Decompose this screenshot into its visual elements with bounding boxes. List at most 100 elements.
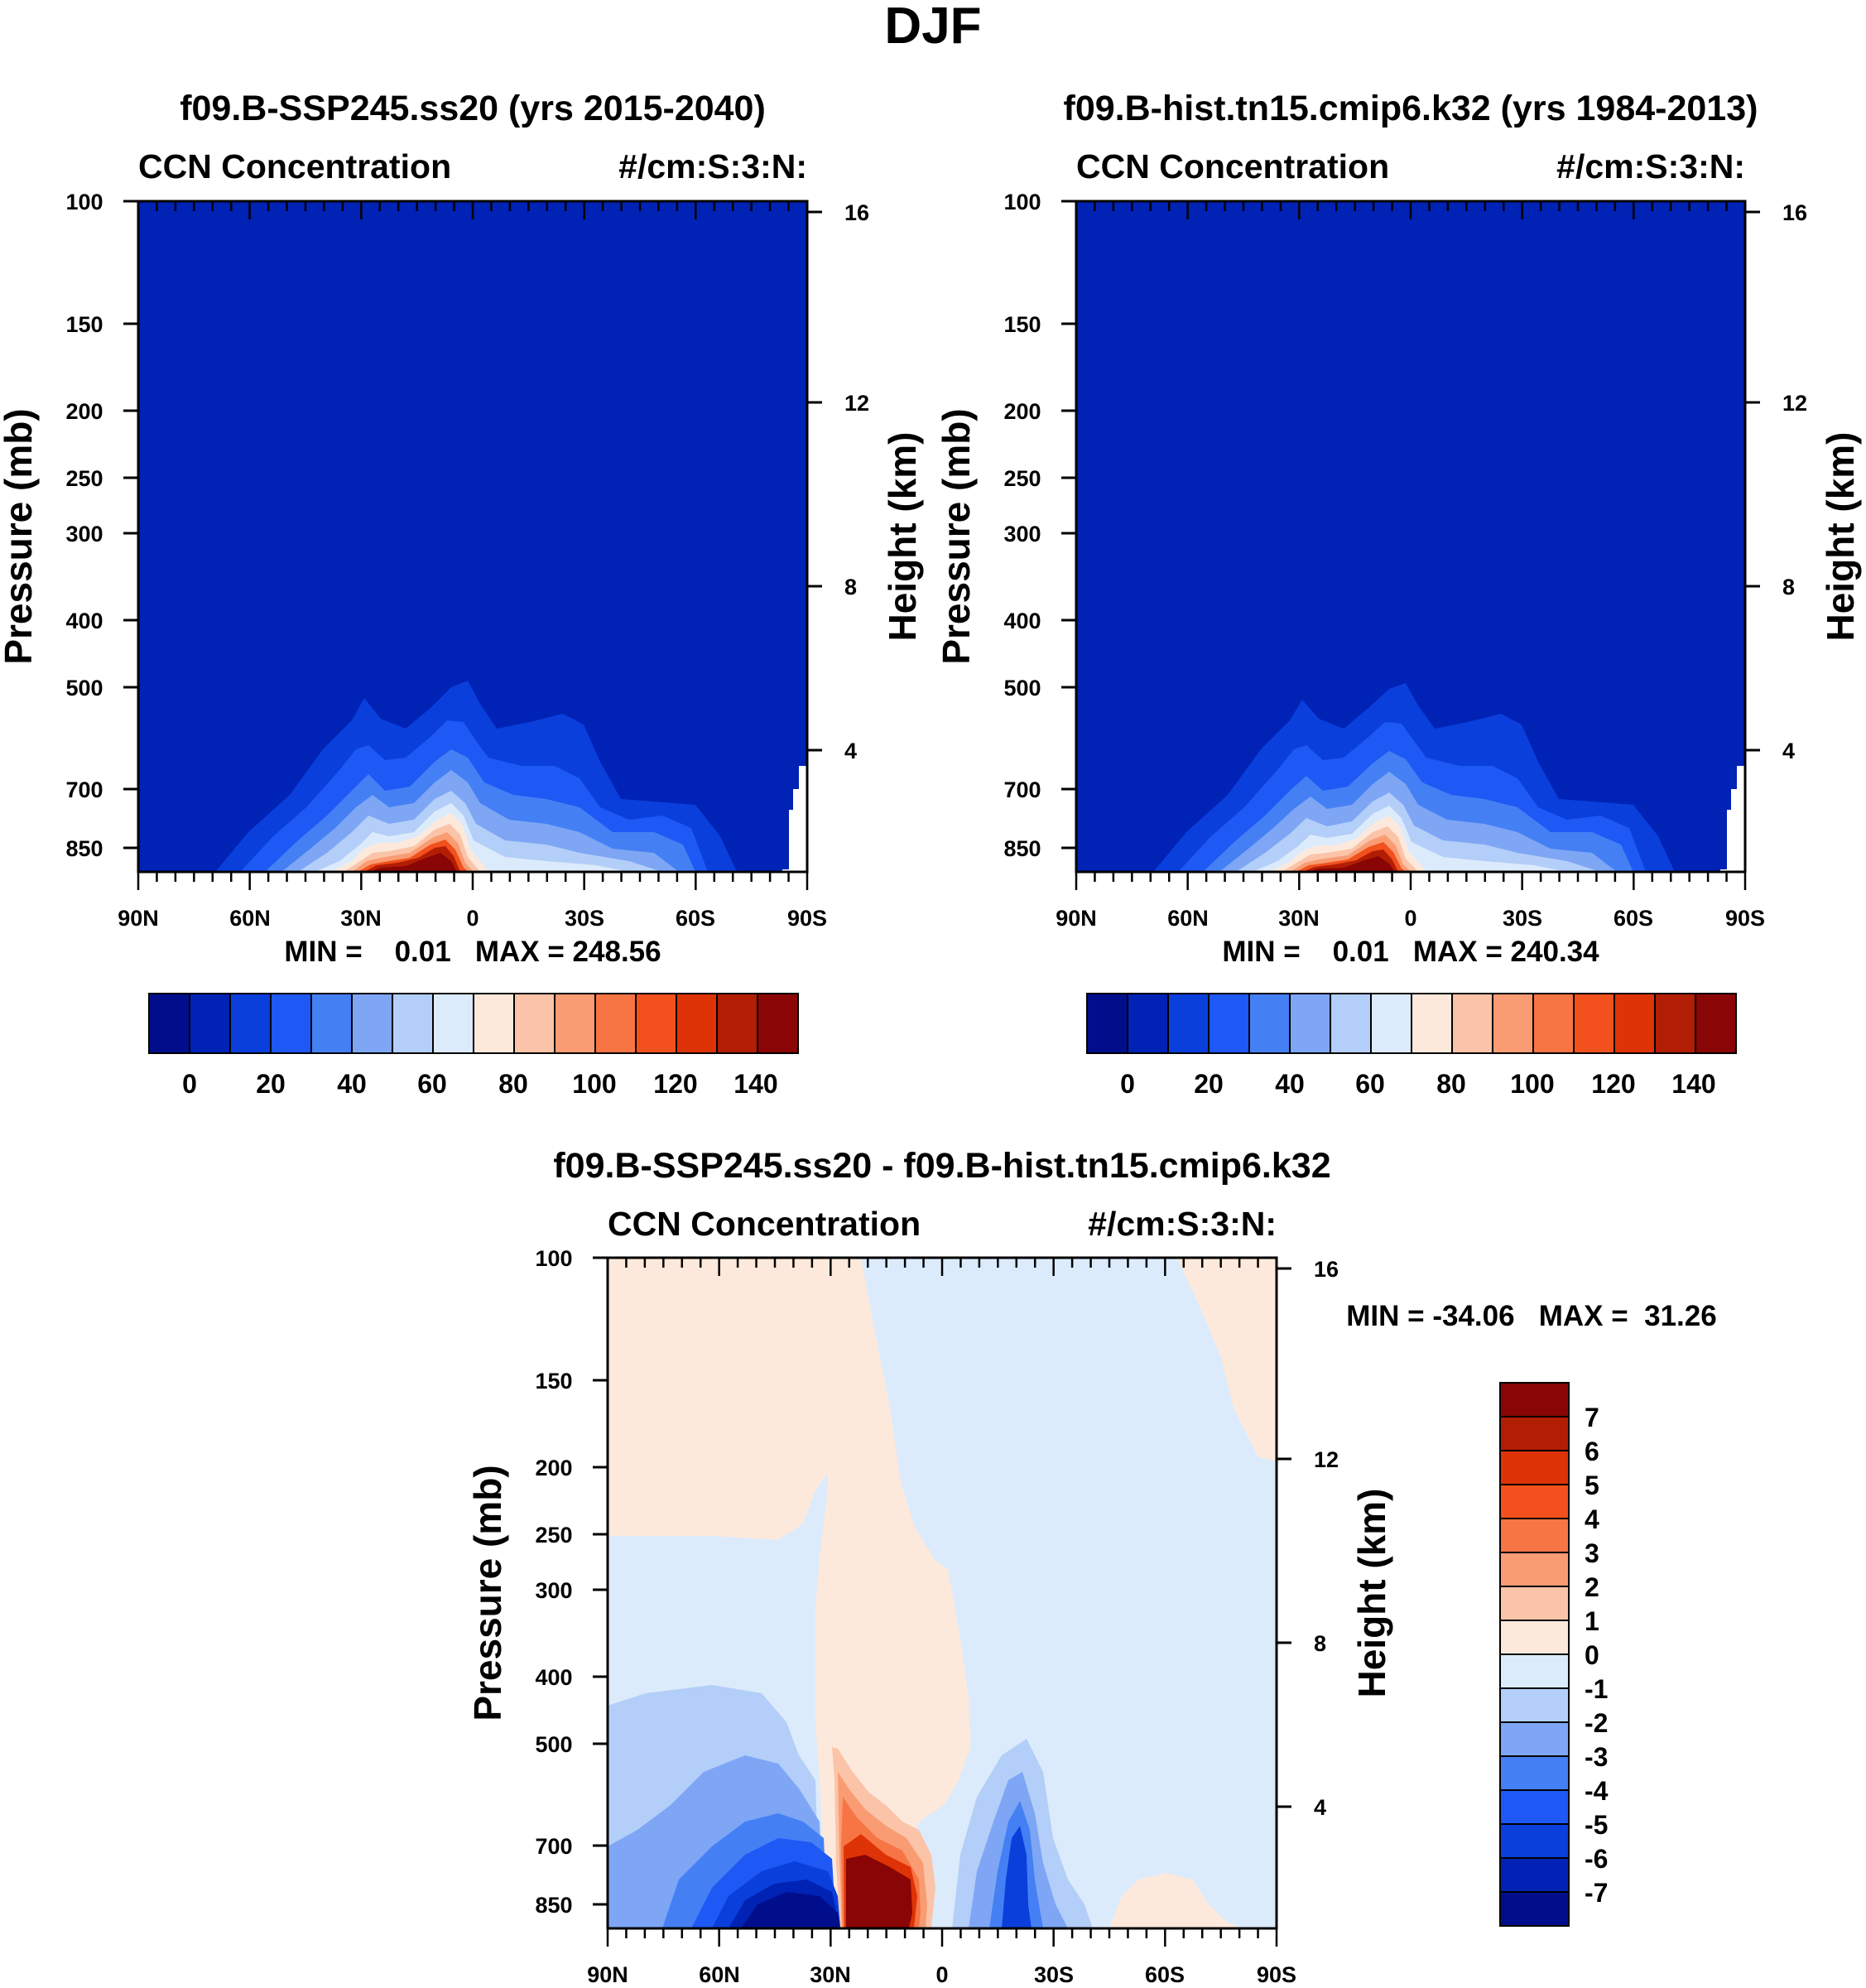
panel-c-xtick-60s: 60S — [1145, 1962, 1185, 1987]
panel-a-left-label: CCN Concentration — [138, 147, 451, 185]
panel-b-ticks — [1061, 200, 1760, 890]
panel-b-xtick-60s: 60S — [1614, 906, 1653, 931]
panel-b-colorbar-swatch-3 — [1208, 993, 1250, 1054]
panel-c-height-tick-4: 4 — [1314, 1795, 1326, 1820]
panel-c-colorbar-swatch-12 — [1499, 1789, 1570, 1825]
panel-c-xtick-30s: 30S — [1034, 1962, 1074, 1987]
panel-c-cb-label-minus1: -1 — [1585, 1674, 1608, 1704]
panel-a-colorbar-swatch-8 — [473, 993, 515, 1054]
panel-a-xtick-90s: 90S — [787, 906, 827, 931]
panel-c-height-tick-16: 16 — [1314, 1257, 1339, 1282]
panel-a-height-tick-16: 16 — [844, 200, 869, 225]
panel-c-cb-label-minus3: -3 — [1585, 1742, 1608, 1772]
panel-c-xtick-60n: 60N — [699, 1962, 740, 1987]
panel-c-colorbar-swatch-7 — [1499, 1620, 1570, 1655]
panel-a-xtick-90n: 90N — [118, 906, 159, 931]
panel-c-ytick-850: 850 — [535, 1893, 572, 1918]
panel-a-cb-label-80: 80 — [498, 1069, 528, 1099]
panel-a-colorbar-swatch-3 — [270, 993, 312, 1054]
panel-b-colorbar-swatch-6 — [1330, 993, 1372, 1054]
panel-a-xtick-60n: 60N — [229, 906, 271, 931]
panel-b-colorbar-swatch-4 — [1248, 993, 1291, 1054]
panel-c-positive-region-west — [608, 1258, 970, 1928]
panel-b-ytick-850: 850 — [1003, 836, 1041, 861]
panel-a-min-max: MIN = 0.01 MAX = 248.56 — [284, 936, 661, 968]
panel-b-height-tick-12: 12 — [1782, 391, 1807, 416]
panel-b-height-tick-4: 4 — [1782, 739, 1795, 763]
panel-c-left-label: CCN Concentration — [608, 1205, 921, 1243]
panel-a-colorbar-swatch-6 — [392, 993, 434, 1054]
panel-c-ylabel: Pressure (mb) — [466, 1465, 509, 1721]
panel-a-xtick-60s: 60S — [676, 906, 715, 931]
panel-a-colorbar-swatch-14 — [716, 993, 758, 1054]
panel-c-cb-label-0: 0 — [1585, 1640, 1599, 1670]
panel-c-colorbar-swatch-2 — [1499, 1450, 1570, 1485]
panel-a-xtick-30s: 30S — [565, 906, 604, 931]
panel-c-min-max: MIN = -34.06 MAX = 31.26 — [1346, 1300, 1716, 1332]
panel-a-ylabel-right: Height (km) — [881, 432, 924, 642]
panel-a-colorbar-swatch-13 — [676, 993, 718, 1054]
panel-a-height-tick-12: 12 — [844, 391, 869, 416]
panel-c-ytick-700: 700 — [535, 1834, 572, 1859]
panel-a-ytick-500: 500 — [65, 676, 103, 700]
panel-c-ytick-100: 100 — [535, 1246, 572, 1271]
panel-b-cb-label-100: 100 — [1510, 1069, 1554, 1099]
panel-b-missing-data — [1720, 766, 1745, 872]
panel-b-colorbar-swatch-14 — [1654, 993, 1696, 1054]
panel-b: f09.B-hist.tn15.cmip6.k32 (yrs 1984-2013… — [935, 89, 1862, 1099]
panel-a-ytick-850: 850 — [65, 836, 103, 861]
panel-c-negative-minus7 — [741, 1892, 841, 1928]
panel-b-cb-label-20: 20 — [1194, 1069, 1224, 1099]
panel-c-negative-minus5-east — [1002, 1826, 1032, 1928]
panel-a-cb-label-20: 20 — [256, 1069, 286, 1099]
panel-a-colorbar-swatch-7 — [432, 993, 474, 1054]
panel-a-colorbar-swatch-9 — [513, 993, 555, 1054]
panel-c-colorbar-swatch-14 — [1499, 1857, 1570, 1893]
panel-b-ytick-500: 500 — [1003, 676, 1041, 700]
panel-a-ytick-100: 100 — [65, 190, 103, 214]
panel-b-xtick-30s: 30S — [1503, 906, 1542, 931]
panel-c-colorbar — [1499, 1382, 1570, 1927]
panel-c-xtick-eq: 0 — [935, 1962, 948, 1987]
panel-c-cb-label-7: 7 — [1585, 1403, 1599, 1432]
panel-c-colorbar-swatch-6 — [1499, 1586, 1570, 1621]
panel-c-ytick-250: 250 — [535, 1523, 572, 1548]
panel-a-colorbar-swatch-10 — [554, 993, 596, 1054]
panel-b-colorbar — [1086, 993, 1737, 1054]
panel-c-cb-label-minus4: -4 — [1585, 1776, 1609, 1806]
panel-b-units-label: #/cm:S:3:N: — [1556, 147, 1745, 185]
panel-c-title: f09.B-SSP245.ss20 - f09.B-hist.tn15.cmip… — [553, 1146, 1330, 1186]
panel-b-colorbar-swatch-13 — [1614, 993, 1656, 1054]
panel-c-cb-label-2: 2 — [1585, 1572, 1599, 1602]
panel-b-cb-label-80: 80 — [1436, 1069, 1466, 1099]
panel-c-xtick-90n: 90N — [587, 1962, 628, 1987]
panel-a-height-tick-8: 8 — [844, 575, 857, 599]
panel-c-height-tick-8: 8 — [1314, 1631, 1326, 1656]
panel-c-colorbar-swatch-0 — [1499, 1382, 1570, 1418]
panel-b-height-tick-8: 8 — [1782, 575, 1795, 599]
panel-a-missing-data — [782, 766, 807, 872]
panel-c-colorbar-swatch-10 — [1499, 1721, 1570, 1757]
panel-a-ytick-300: 300 — [65, 522, 103, 546]
panel-a-ytick-400: 400 — [65, 609, 103, 633]
panel-b-ytick-200: 200 — [1003, 399, 1041, 424]
panel-b-colorbar-swatch-12 — [1573, 993, 1615, 1054]
panel-a-colorbar-swatch-11 — [594, 993, 637, 1054]
panel-c-colorbar-swatch-9 — [1499, 1687, 1570, 1723]
panel-c-cb-label-1: 1 — [1585, 1606, 1599, 1636]
panel-b-ytick-250: 250 — [1003, 466, 1041, 491]
panel-c-colorbar-swatch-13 — [1499, 1823, 1570, 1859]
panel-b-left-label: CCN Concentration — [1076, 147, 1389, 185]
panel-b-min-max: MIN = 0.01 MAX = 240.34 — [1222, 936, 1599, 968]
panel-c-xtick-30n: 30N — [810, 1962, 851, 1987]
panel-a-colorbar-swatch-1 — [189, 993, 231, 1054]
panel-b-colorbar-swatch-7 — [1370, 993, 1412, 1054]
panel-b-cb-label-60: 60 — [1355, 1069, 1385, 1099]
panel-b-colorbar-swatch-10 — [1492, 993, 1534, 1054]
panel-b-contour-140 — [1307, 856, 1395, 872]
panel-b-colorbar-swatch-0 — [1086, 993, 1128, 1054]
panel-b-colorbar-swatch-15 — [1695, 993, 1737, 1054]
panel-c-cb-label-minus6: -6 — [1585, 1844, 1608, 1874]
panel-a-title: f09.B-SSP245.ss20 (yrs 2015-2040) — [180, 89, 766, 128]
